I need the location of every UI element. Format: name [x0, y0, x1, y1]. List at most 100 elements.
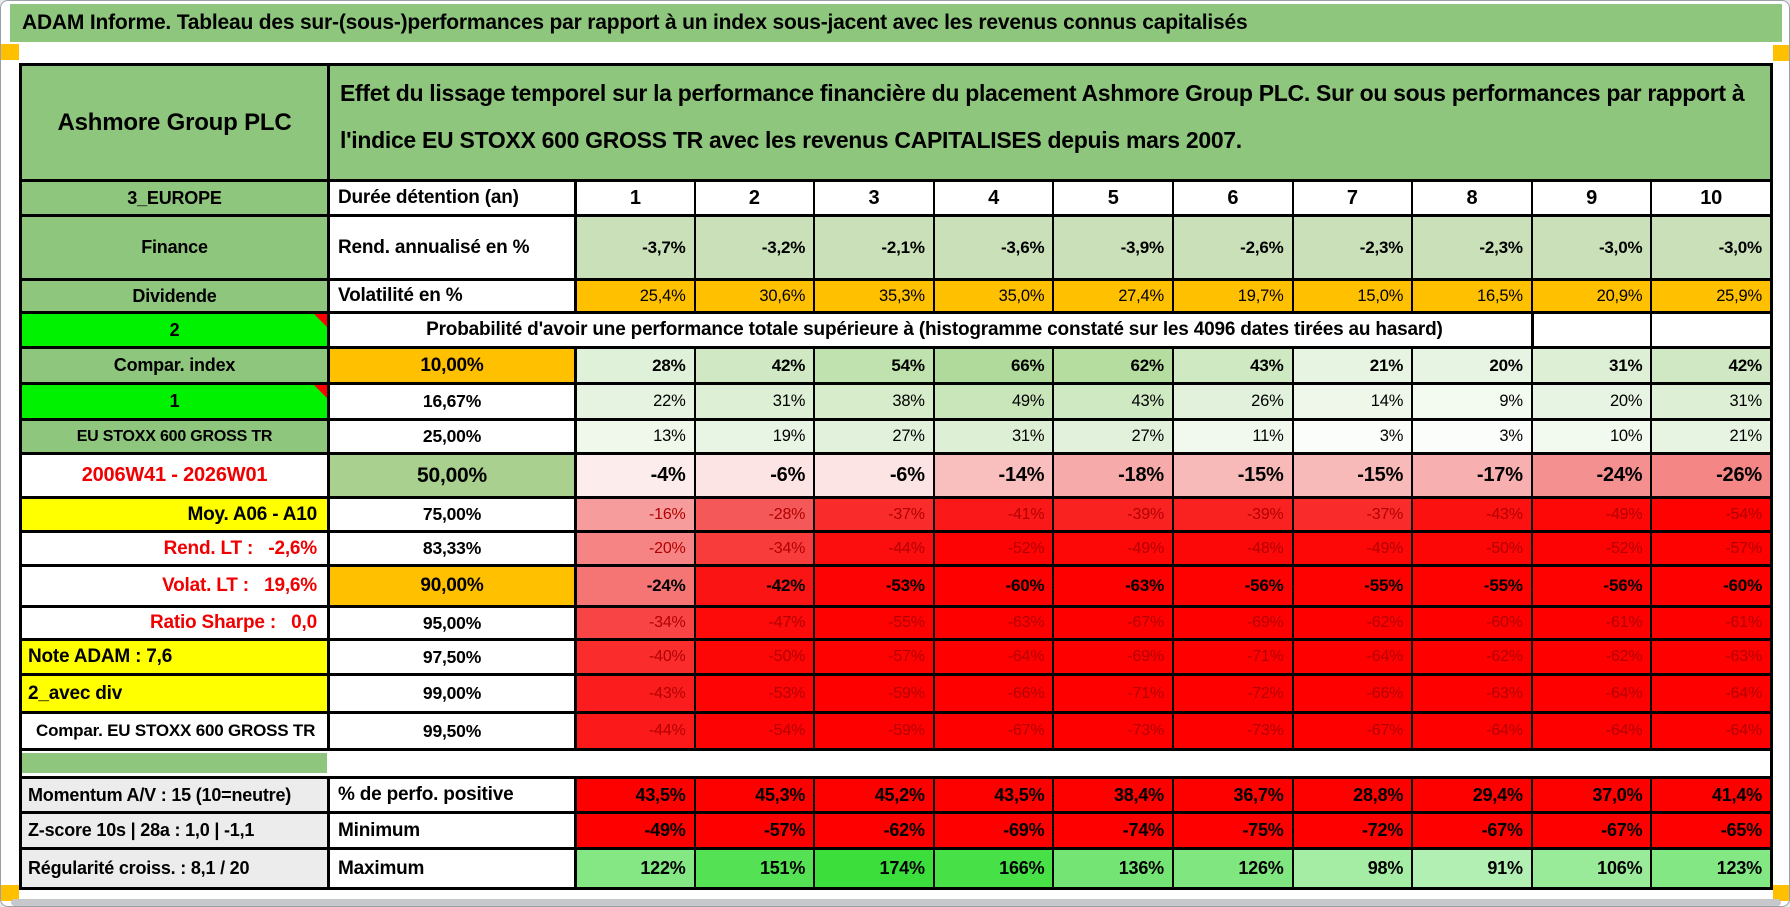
row-metric-minimum[interactable]: Minimum — [327, 814, 574, 847]
row-metric-p16[interactable]: 16,67% — [327, 385, 574, 418]
row-metric-p50[interactable]: 50,00% — [327, 455, 574, 496]
cell-p16-y1[interactable]: 22% — [574, 385, 694, 418]
cell-p16-y9[interactable]: 20% — [1530, 385, 1651, 418]
cell-p975-y7[interactable]: -64% — [1291, 641, 1412, 673]
row-label-duration[interactable]: 3_EUROPE — [22, 182, 327, 214]
cell-p90-y5[interactable]: -63% — [1052, 567, 1172, 605]
cell-p975-y10[interactable]: -63% — [1650, 641, 1770, 673]
cell-volatility-y3[interactable]: 35,3% — [813, 281, 933, 311]
row-metric-duration[interactable]: Durée détention (an) — [327, 182, 574, 214]
cell-annualized-return-y5[interactable]: -3,9% — [1052, 217, 1172, 278]
cell-p50-y9[interactable]: -24% — [1530, 455, 1651, 496]
cell-p75-y5[interactable]: -39% — [1052, 499, 1172, 530]
row-label-p95[interactable]: Ratio Sharpe : 0,0 — [149, 612, 317, 633]
cell-volatility-y8[interactable]: 16,5% — [1411, 281, 1531, 311]
row-label-p83[interactable]: Rend. LT : -2,6% — [163, 537, 318, 559]
cell-p83-y6[interactable]: -48% — [1171, 533, 1292, 564]
cell-p10-y4[interactable]: 66% — [932, 349, 1053, 382]
cell-positive-perf-y7[interactable]: 28,8% — [1291, 779, 1412, 811]
cell-p16-y6[interactable]: 26% — [1171, 385, 1292, 418]
cell-p25-y7[interactable]: 3% — [1291, 421, 1412, 452]
cell-minimum-y8[interactable]: -67% — [1411, 814, 1531, 847]
cell-p90-y1[interactable]: -24% — [574, 567, 694, 605]
row-metric-positive-perf[interactable]: % de perfo. positive — [327, 779, 574, 811]
cell-minimum-y7[interactable]: -72% — [1291, 814, 1412, 847]
cell-maximum-y10[interactable]: 123% — [1650, 850, 1770, 887]
cell-positive-perf-y3[interactable]: 45,2% — [813, 779, 933, 811]
cell-p99-y4[interactable]: -66% — [932, 676, 1053, 711]
row-metric-p975[interactable]: 97,50% — [327, 641, 574, 673]
row-label-probability-header[interactable]: 2 — [22, 314, 327, 346]
row-label-p995[interactable]: Compar. EU STOXX 600 GROSS TR — [36, 721, 316, 740]
cell-annualized-return-y8[interactable]: -2,3% — [1411, 217, 1531, 278]
cell-p16-y7[interactable]: 14% — [1291, 385, 1412, 418]
cell-p975-y8[interactable]: -62% — [1411, 641, 1531, 673]
cell-p90-y7[interactable]: -55% — [1291, 567, 1412, 605]
row-label-minimum[interactable]: Z-score 10s | 28a : 1,0 | -1,1 — [22, 814, 327, 847]
cell-volatility-y6[interactable]: 19,7% — [1171, 281, 1292, 311]
cell-p25-y4[interactable]: 31% — [932, 421, 1053, 452]
cell-p16-y8[interactable]: 9% — [1411, 385, 1531, 418]
cell-maximum-y4[interactable]: 166% — [932, 850, 1053, 887]
probability-header-text[interactable]: Probabilité d'avoir une performance tota… — [327, 314, 1531, 346]
cell-p995-y2[interactable]: -54% — [693, 714, 814, 748]
cell-positive-perf-y8[interactable]: 29,4% — [1411, 779, 1531, 811]
cell-duration-y1[interactable]: 1 — [574, 182, 694, 214]
cell-p995-y7[interactable]: -67% — [1291, 714, 1412, 748]
cell-p10-y7[interactable]: 21% — [1291, 349, 1412, 382]
cell-p75-y2[interactable]: -28% — [693, 499, 814, 530]
cell-minimum-y5[interactable]: -74% — [1052, 814, 1172, 847]
cell-p50-y8[interactable]: -17% — [1411, 455, 1531, 496]
cell-p975-y9[interactable]: -62% — [1530, 641, 1651, 673]
cell-annualized-return-y9[interactable]: -3,0% — [1530, 217, 1651, 278]
cell-p75-y7[interactable]: -37% — [1291, 499, 1412, 530]
cell-p50-y10[interactable]: -26% — [1650, 455, 1770, 496]
cell-volatility-y2[interactable]: 30,6% — [693, 281, 814, 311]
cell-p99-y5[interactable]: -71% — [1052, 676, 1172, 711]
cell-p99-y2[interactable]: -53% — [693, 676, 814, 711]
cell-p95-y4[interactable]: -63% — [932, 608, 1053, 638]
cell-p95-y8[interactable]: -60% — [1411, 608, 1531, 638]
row-label-p90[interactable]: Volat. LT : 19,6% — [162, 575, 317, 596]
cell-positive-perf-y10[interactable]: 41,4% — [1650, 779, 1770, 811]
row-label-annualized-return[interactable]: Finance — [22, 217, 327, 278]
cell-minimum-y2[interactable]: -57% — [693, 814, 814, 847]
cell-minimum-y10[interactable]: -65% — [1650, 814, 1770, 847]
cell-p10-y6[interactable]: 43% — [1171, 349, 1292, 382]
cell-p83-y8[interactable]: -50% — [1411, 533, 1531, 564]
row-label-positive-perf[interactable]: Momentum A/V : 15 (10=neutre) — [22, 779, 327, 811]
cell-p75-y1[interactable]: -16% — [574, 499, 694, 530]
cell-p95-y6[interactable]: -69% — [1171, 608, 1292, 638]
cell-p75-y8[interactable]: -43% — [1411, 499, 1531, 530]
cell-p83-y7[interactable]: -49% — [1291, 533, 1412, 564]
cell-annualized-return-y10[interactable]: -3,0% — [1650, 217, 1770, 278]
cell-maximum-y9[interactable]: 106% — [1530, 850, 1651, 887]
cell-volatility-y4[interactable]: 35,0% — [932, 281, 1053, 311]
report-title-cell[interactable]: ADAM Informe. Tableau des sur-(sous-)per… — [10, 4, 1782, 42]
cell-annualized-return-y1[interactable]: -3,7% — [574, 217, 694, 278]
cell-annualized-return-y4[interactable]: -3,6% — [932, 217, 1053, 278]
cell-duration-y8[interactable]: 8 — [1411, 182, 1531, 214]
cell-p75-y9[interactable]: -49% — [1530, 499, 1651, 530]
cell-p75-y6[interactable]: -39% — [1171, 499, 1292, 530]
cell-p83-y10[interactable]: -57% — [1650, 533, 1770, 564]
cell-positive-perf-y1[interactable]: 43,5% — [574, 779, 694, 811]
row-metric-maximum[interactable]: Maximum — [327, 850, 574, 887]
cell-p83-y4[interactable]: -52% — [932, 533, 1053, 564]
row-metric-p95[interactable]: 95,00% — [327, 608, 574, 638]
cell-p995-y6[interactable]: -73% — [1171, 714, 1292, 748]
cell-duration-y6[interactable]: 6 — [1171, 182, 1292, 214]
cell-p50-y2[interactable]: -6% — [693, 455, 814, 496]
cell-duration-y7[interactable]: 7 — [1291, 182, 1412, 214]
cell-volatility-y5[interactable]: 27,4% — [1052, 281, 1172, 311]
row-label-p16[interactable]: 1 — [22, 385, 327, 418]
cell-minimum-y3[interactable]: -62% — [813, 814, 933, 847]
row-metric-p25[interactable]: 25,00% — [327, 421, 574, 452]
cell-volatility-y9[interactable]: 20,9% — [1530, 281, 1651, 311]
cell-p10-y8[interactable]: 20% — [1411, 349, 1531, 382]
cell-p25-y1[interactable]: 13% — [574, 421, 694, 452]
cell-p10-y10[interactable]: 42% — [1650, 349, 1770, 382]
cell-duration-y5[interactable]: 5 — [1052, 182, 1172, 214]
cell-p83-y9[interactable]: -52% — [1530, 533, 1651, 564]
cell-p90-y2[interactable]: -42% — [693, 567, 814, 605]
